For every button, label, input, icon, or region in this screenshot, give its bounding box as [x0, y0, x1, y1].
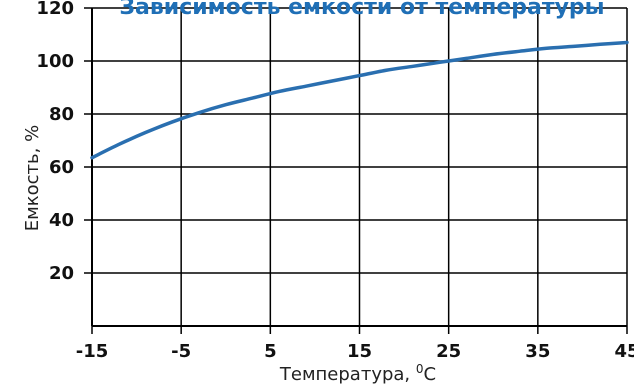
grid — [84, 7, 628, 334]
x-tick-label-1: -5 — [171, 341, 191, 362]
y-tick-label-3: 80 — [49, 104, 74, 125]
y-tick-label-1: 40 — [49, 210, 74, 231]
series-line-0 — [90, 40, 629, 160]
chart-title: Зависимость емкости от температуры — [119, 0, 604, 20]
y-axis-label: Емкость, % — [22, 125, 43, 231]
y-tick-label-0: 20 — [49, 263, 74, 284]
x-tick-label-5: 35 — [525, 341, 550, 362]
x-axis-label-unit: C — [424, 364, 437, 385]
x-tick-label-0: -15 — [76, 341, 109, 362]
x-tick-label-6: 45 — [614, 341, 634, 362]
x-axis-label-text: Температура, — [279, 364, 416, 385]
y-tick-label-2: 60 — [49, 157, 74, 178]
x-axis-label-unit-sup: 0 — [416, 362, 424, 376]
tick-labels: -15 -5 5 15 25 35 45 20 40 60 80 100 120 — [36, 0, 634, 362]
x-tick-label-4: 25 — [436, 341, 461, 362]
y-tick-label-5: 120 — [36, 0, 74, 19]
x-tick-label-2: 5 — [264, 341, 277, 362]
x-axis-label: Температура, 0C — [279, 362, 436, 385]
y-tick-label-4: 100 — [36, 51, 74, 72]
series-layer — [90, 40, 629, 160]
x-tick-label-3: 15 — [347, 341, 372, 362]
